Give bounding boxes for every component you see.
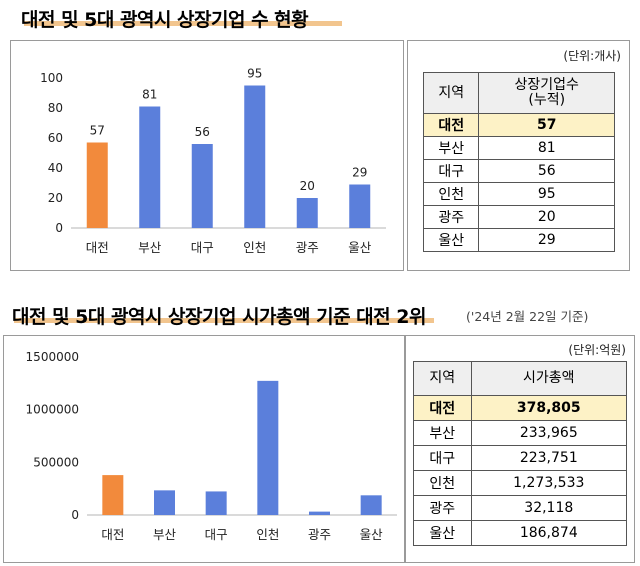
table-cell: 233,965	[470, 420, 628, 446]
x-tick-label: 인천	[256, 527, 279, 542]
data-label: 81	[142, 88, 157, 102]
table-2-panel: (단위:억원) 지역 시가총액 대전 378,805 부산 233,965 대구 223,75…	[405, 335, 635, 563]
data-label: 56	[195, 125, 210, 139]
table-row: 광주 32,118	[413, 495, 628, 521]
table-row: 울산 186,874	[413, 520, 628, 546]
y-tick-label: 1000000	[26, 403, 79, 417]
data-label: 20	[300, 179, 315, 193]
table-row: 울산 29	[422, 228, 615, 252]
y-tick-label: 20	[48, 191, 63, 205]
y-tick-label: 80	[48, 101, 63, 115]
x-tick-label: 부산	[138, 240, 162, 255]
table-cell: 95	[478, 182, 615, 206]
table-row: 인천 95	[422, 182, 615, 206]
table-cell: 대구	[413, 445, 472, 471]
table-2-header-cell: 시가총액	[470, 361, 628, 396]
title-2-underline	[14, 318, 434, 323]
table-cell: 인천	[413, 470, 472, 496]
bar-부산	[154, 490, 175, 515]
data-table-1: 지역 상장기업수 (누적) 대전 57 부산 81 대구 56 인천 95 광주 20 울산 29	[422, 72, 615, 252]
table-2-header-cell: 지역	[413, 361, 472, 396]
y-tick-label: 0	[71, 508, 79, 522]
table-1-header-row: 지역 상장기업수 (누적)	[422, 72, 615, 114]
y-tick-label: 500000	[33, 455, 79, 469]
data-table-2: 지역 시가총액 대전 378,805 부산 233,965 대구 223,751 인천 1,273…	[413, 361, 628, 546]
x-tick-label: 대구	[205, 527, 228, 542]
table-cell: 울산	[422, 228, 480, 252]
table-1-panel: (단위:개사) 지역 상장기업수 (누적) 대전 57 부산 81 대구 56 인천 95 광주 20…	[407, 40, 630, 271]
table-row: 부산 81	[422, 136, 615, 160]
section-1-title: 대전 및 5대 광역시 상장기업 수 현황	[21, 9, 309, 31]
table-row: 광주 20	[422, 205, 615, 229]
table-cell: 20	[478, 205, 615, 229]
x-tick-label: 울산	[360, 527, 384, 542]
bar-울산	[360, 495, 382, 515]
bar-대구	[205, 491, 227, 515]
table-row: 부산 233,965	[413, 420, 628, 446]
bar-인천	[244, 85, 266, 228]
bar-광주	[309, 511, 330, 515]
table-cell: 부산	[413, 420, 472, 446]
title-1-underline	[24, 21, 342, 26]
chart-2: 0 500000 1000000 1500000 대전 부산 대구 인천 광주 울산	[26, 350, 397, 542]
bar-부산	[139, 106, 161, 228]
data-label: 29	[352, 166, 367, 180]
table-cell: 대구	[422, 159, 480, 183]
y-tick-label: 40	[48, 161, 63, 175]
data-label: 57	[90, 124, 105, 138]
table-1-header-cell: 지역	[422, 72, 480, 114]
table-row: 대구 223,751	[413, 445, 628, 471]
x-tick-label: 대전	[86, 240, 109, 255]
table-cell: 대전	[413, 395, 472, 421]
table-cell: 186,874	[470, 520, 628, 546]
table-cell: 57	[478, 113, 615, 137]
table-cell: 1,273,533	[470, 470, 628, 496]
chart-2-panel: 0 500000 1000000 1500000 대전 부산 대구 인천 광주 울산	[3, 335, 405, 563]
table-cell: 378,805	[470, 395, 628, 421]
bar-대전	[86, 142, 108, 228]
table-row: 대전 57	[422, 113, 615, 137]
section-2-title: 대전 및 5대 광역시 상장기업 시가총액 기준 대전 2위	[12, 306, 426, 328]
y-tick-label: 100	[40, 71, 63, 85]
bar-인천	[257, 380, 279, 515]
table-row: 대전 378,805	[413, 395, 628, 421]
y-tick-label: 60	[48, 131, 63, 145]
data-label: 95	[247, 67, 262, 81]
unit-label-2: (단위:억원)	[568, 343, 626, 357]
chart-1: 0 20 40 60 80 100 57 대전 81 부산 56 대구 95 인천 20 광주 29 울산	[40, 67, 386, 255]
x-tick-label: 부산	[153, 527, 177, 542]
table-1-header-cell: 상장기업수 (누적)	[478, 72, 615, 114]
x-tick-label: 대구	[191, 240, 214, 255]
x-tick-label: 광주	[308, 527, 331, 542]
y-tick-label: 1500000	[26, 350, 79, 364]
table-row: 대구 56	[422, 159, 615, 183]
bar-울산	[349, 184, 371, 228]
table-cell: 대전	[422, 113, 480, 137]
x-tick-label: 대전	[101, 527, 124, 542]
bar-대전	[102, 475, 124, 515]
unit-label-1: (단위:개사)	[563, 49, 621, 63]
table-cell: 32,118	[470, 495, 628, 521]
x-tick-label: 울산	[348, 240, 372, 255]
x-tick-label: 광주	[296, 240, 319, 255]
as-of-date: ('24년 2월 22일 기준)	[466, 309, 589, 324]
table-cell: 223,751	[470, 445, 628, 471]
table-cell: 인천	[422, 182, 480, 206]
table-cell: 광주	[422, 205, 480, 229]
x-tick-label: 인천	[243, 240, 266, 255]
bar-광주	[296, 198, 318, 228]
table-cell: 부산	[422, 136, 480, 160]
table-row: 인천 1,273,533	[413, 470, 628, 496]
table-cell: 56	[478, 159, 615, 183]
table-cell: 광주	[413, 495, 472, 521]
table-2-header-row: 지역 시가총액	[413, 361, 628, 396]
table-cell: 29	[478, 228, 615, 252]
table-cell: 울산	[413, 520, 472, 546]
y-tick-label: 0	[55, 221, 63, 235]
bar-대구	[191, 144, 213, 228]
chart-1-panel: 0 20 40 60 80 100 57 대전 81 부산 56 대구 95 인천 20 광주 29 울산	[10, 40, 404, 271]
table-cell: 81	[478, 136, 615, 160]
